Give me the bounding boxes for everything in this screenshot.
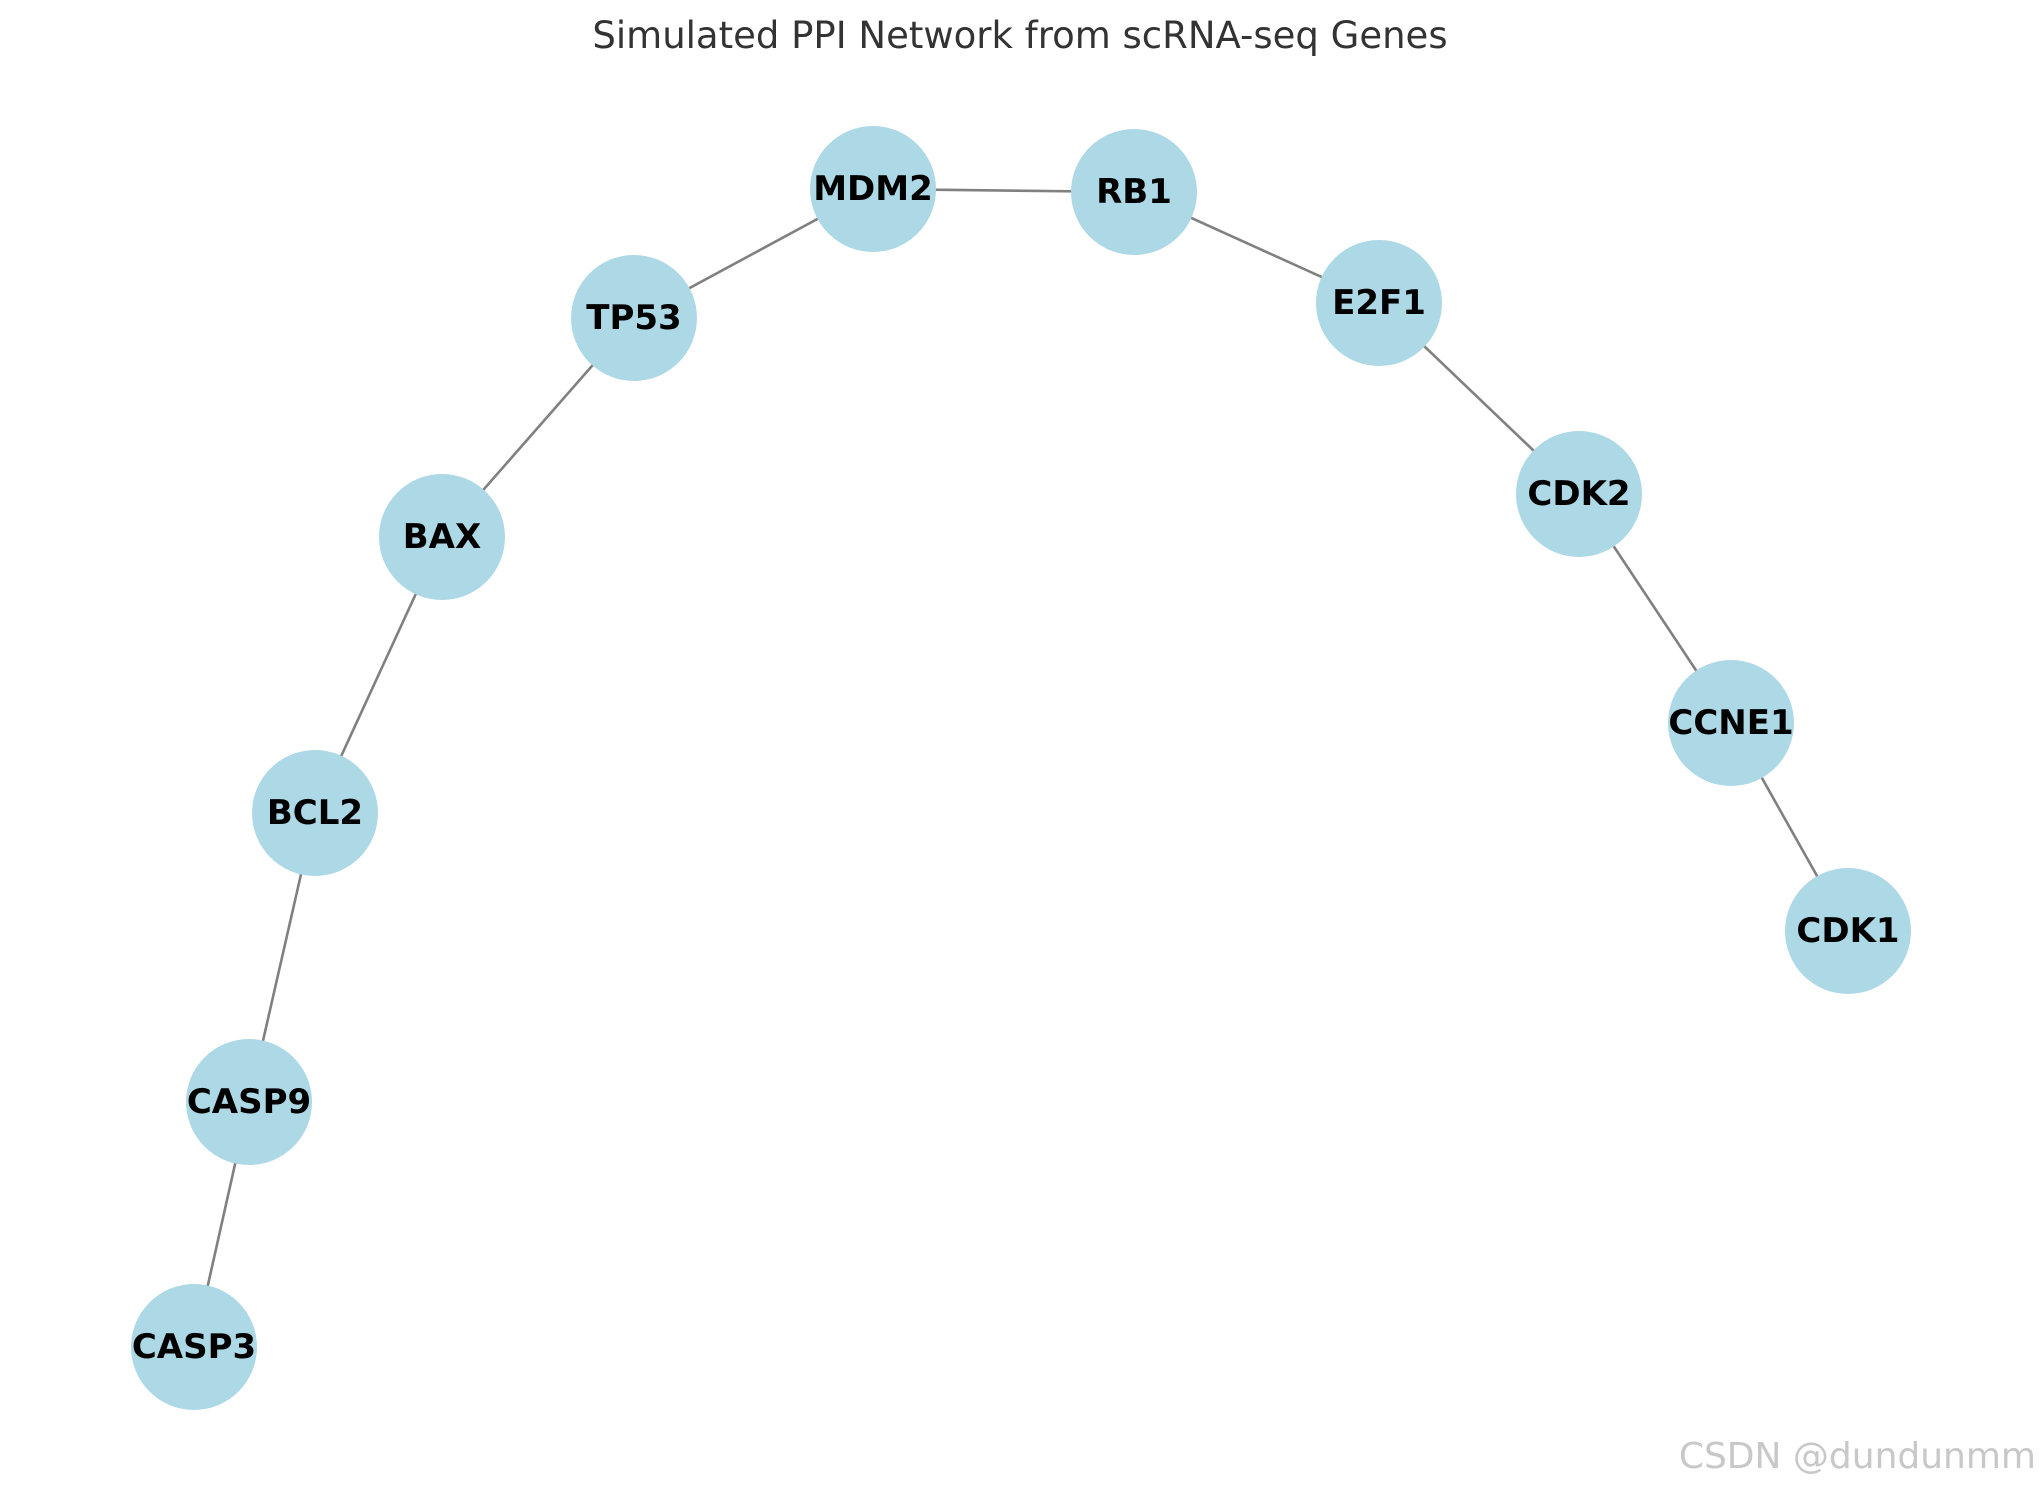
node-bcl2: BCL2 bbox=[252, 750, 378, 876]
figure-title: Simulated PPI Network from scRNA-seq Gen… bbox=[592, 14, 1447, 57]
node-circle bbox=[131, 1284, 257, 1410]
node-label: BAX bbox=[403, 517, 481, 557]
node-e2f1: E2F1 bbox=[1316, 240, 1442, 366]
node-mdm2: MDM2 bbox=[810, 126, 936, 252]
node-label: TP53 bbox=[586, 298, 681, 338]
node-cdk1: CDK1 bbox=[1785, 868, 1911, 994]
node-label: CASP3 bbox=[132, 1327, 256, 1367]
node-bax: BAX bbox=[379, 474, 505, 600]
node-circle bbox=[1071, 129, 1197, 255]
node-casp3: CASP3 bbox=[131, 1284, 257, 1410]
node-circle bbox=[1516, 431, 1642, 557]
node-label: CDK2 bbox=[1527, 474, 1630, 514]
node-casp9: CASP9 bbox=[186, 1039, 312, 1165]
node-label: BCL2 bbox=[267, 793, 363, 833]
node-circle bbox=[186, 1039, 312, 1165]
node-label: RB1 bbox=[1096, 172, 1172, 212]
node-circle bbox=[810, 126, 936, 252]
node-circle bbox=[1785, 868, 1911, 994]
node-label: MDM2 bbox=[813, 169, 933, 209]
node-tp53: TP53 bbox=[571, 255, 697, 381]
node-circle bbox=[252, 750, 378, 876]
node-label: CASP9 bbox=[187, 1082, 311, 1122]
node-circle bbox=[379, 474, 505, 600]
node-circle bbox=[1668, 660, 1794, 786]
nodes-layer: MDM2 RB1 TP53 E2F1 BAX CDK2 CCNE1 BCL2 CDK1 CASP9… bbox=[131, 126, 1911, 1410]
node-cdk2: CDK2 bbox=[1516, 431, 1642, 557]
node-ccne1: CCNE1 bbox=[1668, 660, 1794, 786]
node-label: E2F1 bbox=[1332, 283, 1426, 323]
node-label: CDK1 bbox=[1796, 911, 1899, 951]
edges-layer bbox=[192, 187, 1850, 1348]
node-label: CCNE1 bbox=[1668, 703, 1793, 743]
node-rb1: RB1 bbox=[1071, 129, 1197, 255]
node-circle bbox=[1316, 240, 1442, 366]
node-circle bbox=[571, 255, 697, 381]
watermark: CSDN @dundunmm bbox=[1679, 1436, 2036, 1477]
